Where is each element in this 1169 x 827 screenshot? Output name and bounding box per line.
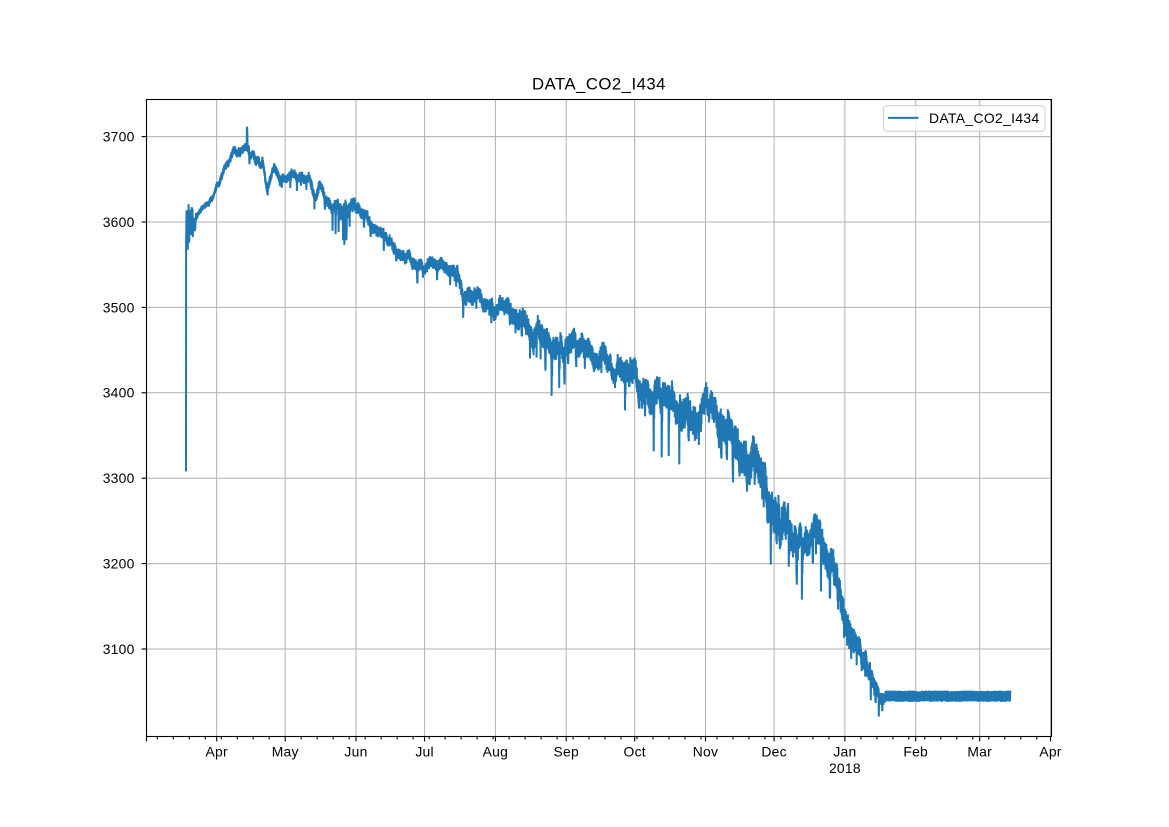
svg-text:May: May [272, 744, 299, 760]
svg-text:Feb: Feb [903, 744, 928, 760]
svg-text:Jan: Jan [833, 744, 856, 760]
svg-text:3400: 3400 [103, 385, 135, 401]
svg-text:Dec: Dec [761, 744, 786, 760]
svg-text:DATA_CO2_I434: DATA_CO2_I434 [532, 75, 666, 94]
svg-text:Sep: Sep [553, 744, 578, 760]
svg-text:3300: 3300 [103, 470, 135, 486]
svg-text:Oct: Oct [624, 744, 646, 760]
svg-text:3700: 3700 [103, 129, 135, 145]
svg-text:3200: 3200 [103, 556, 135, 572]
svg-text:Apr: Apr [206, 744, 228, 760]
svg-text:Apr: Apr [1039, 744, 1061, 760]
svg-text:Nov: Nov [693, 744, 718, 760]
svg-text:Aug: Aug [483, 744, 508, 760]
svg-text:3600: 3600 [103, 214, 135, 230]
svg-text:Jul: Jul [415, 744, 434, 760]
svg-text:3500: 3500 [103, 299, 135, 315]
svg-text:Mar: Mar [967, 744, 992, 760]
svg-text:Jun: Jun [344, 744, 367, 760]
svg-text:2018: 2018 [829, 760, 861, 776]
svg-text:3100: 3100 [103, 641, 135, 657]
svg-text:DATA_CO2_I434: DATA_CO2_I434 [929, 110, 1040, 126]
